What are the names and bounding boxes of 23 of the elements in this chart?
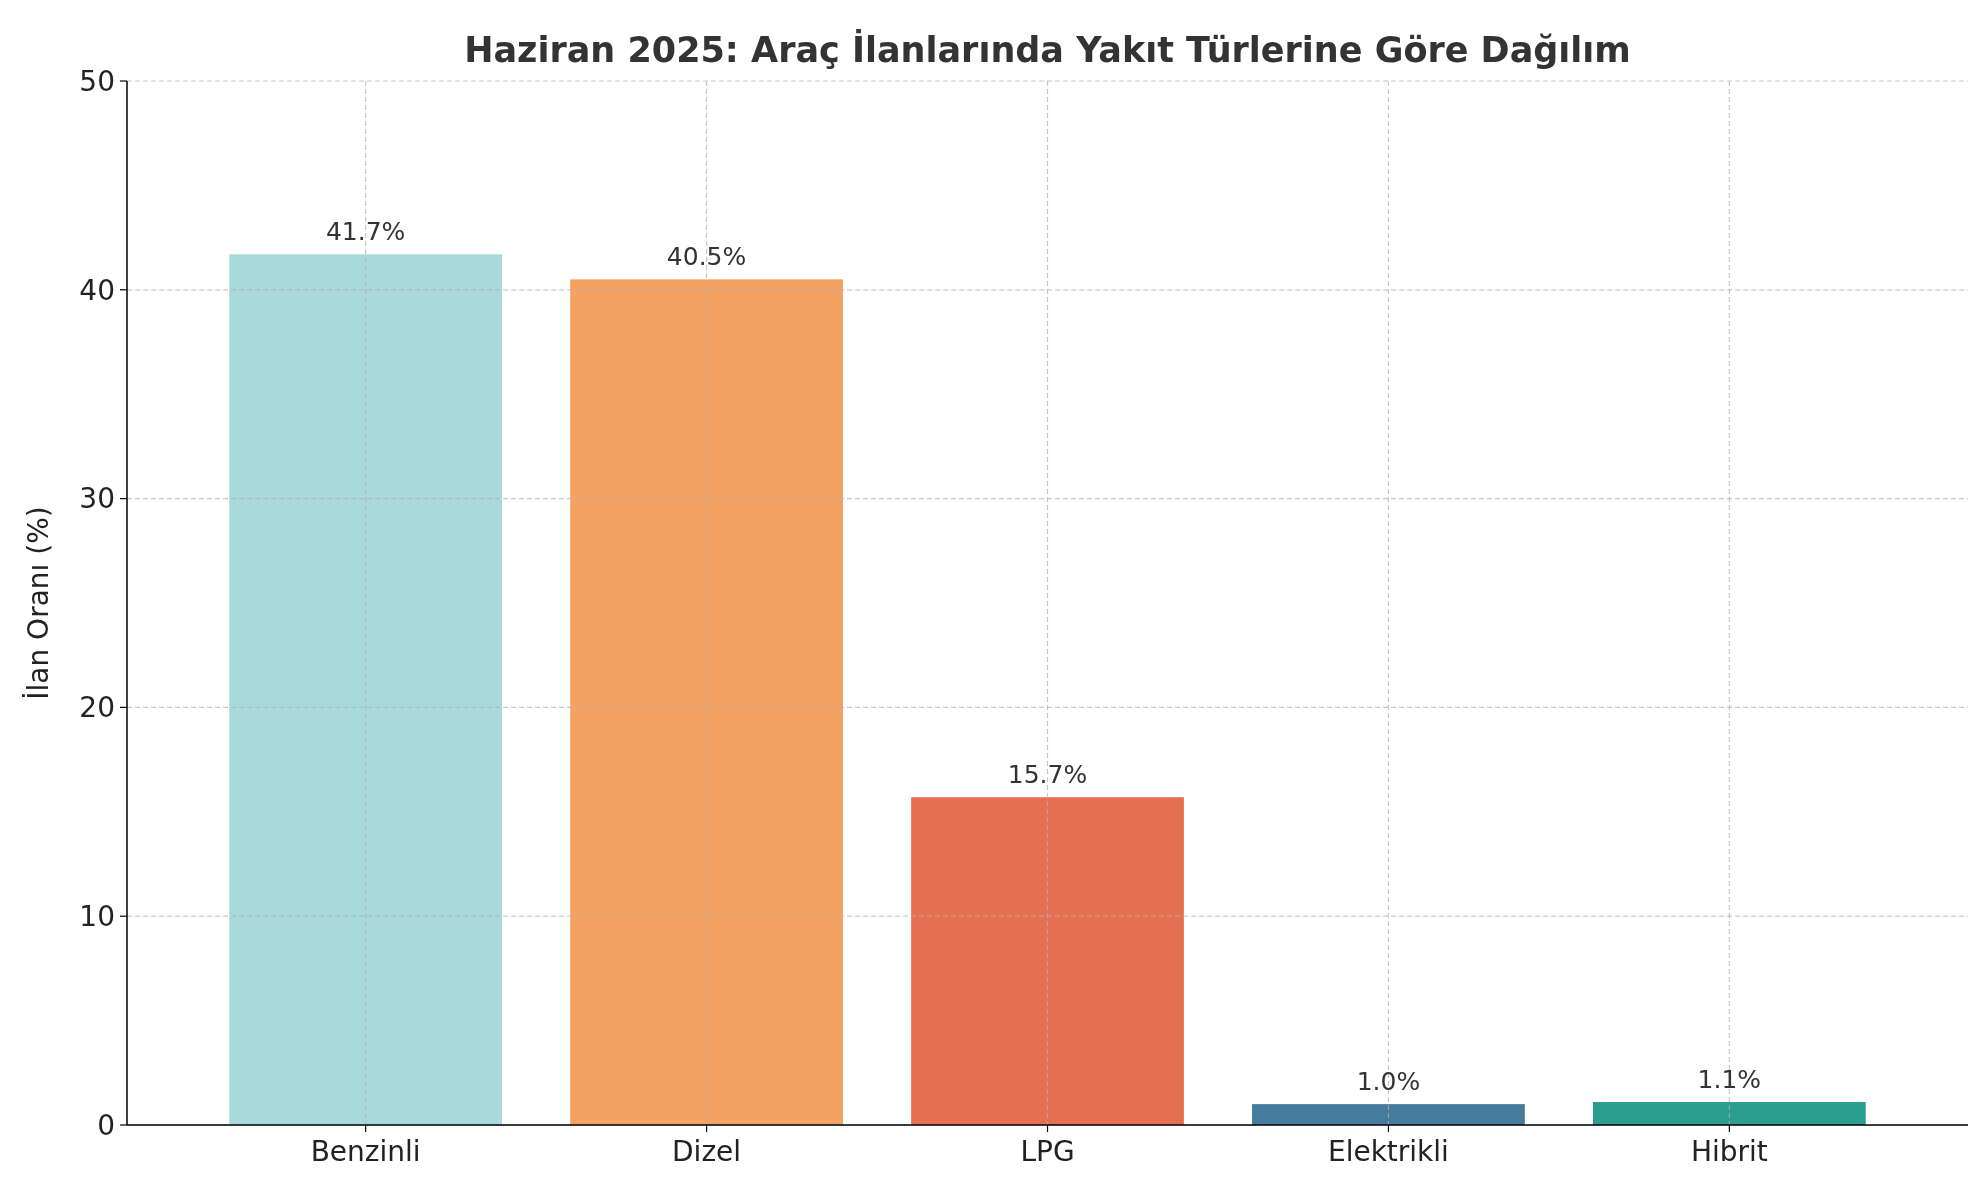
y-tick-label: 40 — [79, 273, 115, 307]
y-tick-label: 30 — [79, 482, 115, 516]
bar — [229, 254, 503, 1125]
x-tick-label: Hibrit — [1690, 1135, 1768, 1168]
bar — [911, 797, 1184, 1125]
x-tick-label: Benzinli — [310, 1135, 421, 1168]
y-tick-label: 10 — [79, 900, 115, 933]
data-label: 1.0% — [1356, 1067, 1421, 1097]
bar — [1252, 1104, 1525, 1125]
y-axis-title: İlan Oranı (%) — [22, 506, 55, 700]
data-label: 15.7% — [1007, 760, 1088, 790]
y-tick-label: 20 — [79, 691, 115, 725]
x-tick-label: Dizel — [672, 1135, 742, 1168]
chart-title: Haziran 2025: Araç İlanlarında Yakıt Türlerine Göre Dağılım — [464, 29, 1631, 70]
data-label: 41.7% — [325, 217, 406, 247]
y-tick-label: 50 — [79, 64, 115, 98]
data-label: 1.1% — [1697, 1065, 1762, 1095]
bar — [1592, 1102, 1866, 1125]
data-label: 40.5% — [666, 242, 747, 272]
bar — [570, 279, 843, 1125]
x-tick-label: LPG — [1020, 1135, 1075, 1168]
x-tick-label: Elektrikli — [1327, 1135, 1449, 1168]
y-tick-label: 0 — [97, 1108, 115, 1142]
